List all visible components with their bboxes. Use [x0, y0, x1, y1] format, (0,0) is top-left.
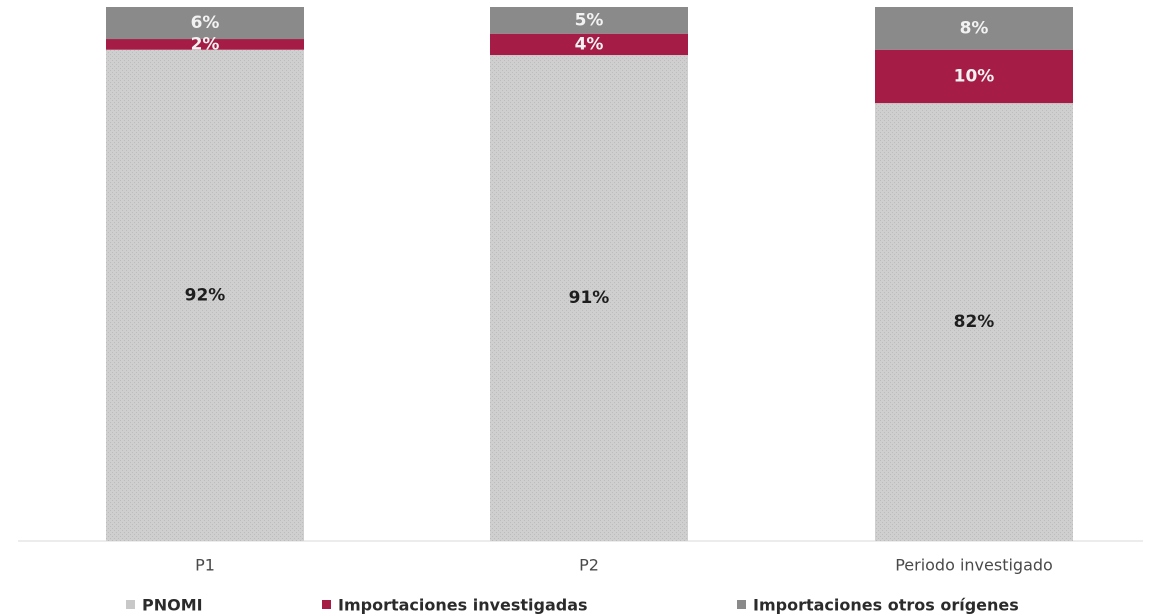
data-label-importaciones-investigadas-3: 10%	[954, 66, 995, 86]
x-tick-label-1: P1	[195, 556, 215, 575]
data-label-pnomi-1: 92%	[185, 285, 226, 305]
legend-swatch-importaciones-otros-or-genes	[737, 600, 746, 609]
bar-segment-pnomi-1	[106, 49, 304, 541]
bar-segment-importaciones-otros-or-genes-3	[875, 7, 1073, 50]
legend-label-importaciones-investigadas: Importaciones investigadas	[338, 596, 588, 615]
legend-label-pnomi: PNOMI	[142, 596, 203, 615]
segment-labels-layer: 92% 2%6% 91% 4% 5% 82% 10% 8%	[185, 10, 995, 332]
x-tick-labels: P1 P2 Periodo investigado	[195, 556, 1053, 575]
data-label-importaciones-otros-or-genes-1: 6%	[191, 13, 220, 33]
legend-swatch-pnomi	[126, 600, 135, 609]
x-tick-label-2: P2	[579, 556, 599, 575]
legend: PNOMI Importaciones investigadas Importaci…	[126, 596, 1019, 615]
data-label-pnomi-2: 91%	[569, 288, 610, 308]
legend-label-importaciones-otros-or-genes: Importaciones otros orígenes	[753, 596, 1019, 615]
data-label-pnomi-3: 82%	[954, 312, 995, 332]
bar-segment-importaciones-investigadas-2	[490, 33, 688, 56]
data-label-importaciones-investigadas-2: 4%	[575, 34, 604, 54]
legend-swatch-importaciones-investigadas	[322, 600, 331, 609]
data-label-importaciones-otros-or-genes-3: 8%	[960, 18, 989, 38]
x-tick-label-3: Periodo investigado	[895, 556, 1053, 575]
bar-segment-pnomi-2	[490, 55, 688, 542]
data-label-importaciones-otros-or-genes-2: 5%	[575, 10, 604, 30]
bar-segment-importaciones-otros-or-genes-2	[490, 7, 688, 34]
bar-segment-importaciones-investigadas-3	[875, 49, 1073, 104]
bar-segment-pnomi-3	[875, 103, 1073, 542]
bar-segment-importaciones-investigadas-1	[106, 39, 304, 50]
data-label-importaciones-investigadas-1: 2%	[191, 34, 220, 54]
bars-layer	[106, 7, 1073, 542]
bar-segment-importaciones-otros-or-genes-1	[106, 7, 304, 40]
